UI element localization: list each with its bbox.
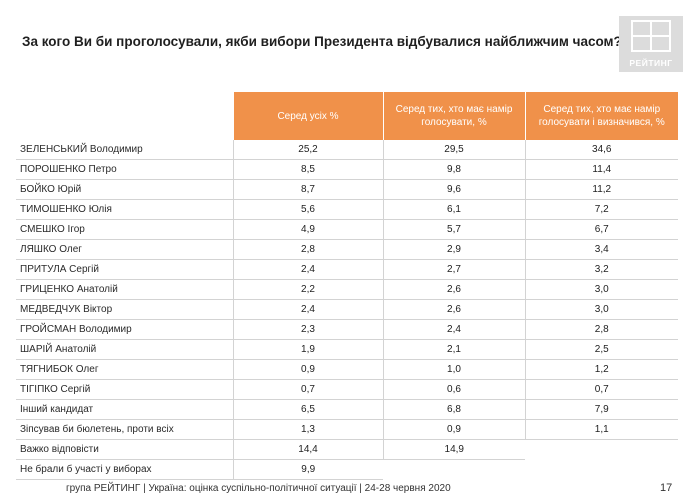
candidate-name-cell: Інший кандидат bbox=[16, 399, 233, 420]
value-voters-cell: 2,6 bbox=[382, 279, 525, 300]
results-table: Серед усіх % Серед тих, хто має намір го… bbox=[16, 92, 678, 480]
table-row: ПОРОШЕНКО Петро 8,5 9,8 11,4 bbox=[16, 159, 678, 180]
candidate-name-cell: МЕДВЕДЧУК Віктор bbox=[16, 299, 233, 320]
value-voters-cell: 5,7 bbox=[382, 219, 525, 240]
value-all-cell: 0,7 bbox=[232, 379, 383, 400]
value-all-cell: 1,3 bbox=[232, 419, 383, 440]
table-row: СМЕШКО Ігор 4,9 5,7 6,7 bbox=[16, 219, 678, 240]
value-voters-cell bbox=[383, 460, 525, 480]
value-decided-cell: 2,5 bbox=[524, 339, 678, 360]
header-decided: Серед тих, хто має намір голосувати і ви… bbox=[524, 92, 678, 140]
value-decided-cell bbox=[525, 460, 678, 480]
table-row: ГРИЦЕНКО Анатолій 2,2 2,6 3,0 bbox=[16, 279, 678, 300]
value-decided-cell: 7,9 bbox=[524, 399, 678, 420]
value-voters-cell: 2,9 bbox=[382, 239, 525, 260]
table-row: МЕДВЕДЧУК Віктор 2,4 2,6 3,0 bbox=[16, 299, 678, 320]
candidate-name-cell: ПРИТУЛА Сергій bbox=[16, 259, 233, 280]
value-decided-cell: 3,0 bbox=[524, 279, 678, 300]
value-voters-cell: 2,4 bbox=[382, 319, 525, 340]
candidate-name-cell: ЛЯШКО Олег bbox=[16, 239, 233, 260]
value-voters-cell: 2,1 bbox=[382, 339, 525, 360]
value-all-cell: 9,9 bbox=[232, 459, 383, 480]
candidate-name-cell: Зіпсував би бюлетень, проти всіх bbox=[16, 419, 233, 440]
candidate-name-cell: Важко відповісти bbox=[16, 439, 233, 460]
value-all-cell: 14,4 bbox=[232, 439, 383, 460]
value-all-cell: 1,9 bbox=[232, 339, 383, 360]
rating-logo: РЕЙТИНГ bbox=[619, 16, 683, 72]
value-all-cell: 2,4 bbox=[232, 259, 383, 280]
logo-text: РЕЙТИНГ bbox=[629, 58, 673, 68]
value-decided-cell: 34,6 bbox=[524, 140, 678, 160]
value-voters-cell: 0,9 bbox=[382, 419, 525, 440]
value-all-cell: 2,3 bbox=[232, 319, 383, 340]
value-decided-cell: 6,7 bbox=[524, 219, 678, 240]
value-all-cell: 4,9 bbox=[232, 219, 383, 240]
value-decided-cell: 3,2 bbox=[524, 259, 678, 280]
candidate-name-cell: ТИМОШЕНКО Юлія bbox=[16, 199, 233, 220]
candidate-name-cell: ЗЕЛЕНСЬКИЙ Володимир bbox=[16, 140, 233, 160]
table-row: ТИМОШЕНКО Юлія 5,6 6,1 7,2 bbox=[16, 199, 678, 220]
table-row: ШАРІЙ Анатолій 1,9 2,1 2,5 bbox=[16, 339, 678, 360]
page-number: 17 bbox=[660, 482, 673, 494]
header-all: Серед усіх % bbox=[232, 92, 383, 140]
table-row: ЛЯШКО Олег 2,8 2,9 3,4 bbox=[16, 239, 678, 260]
value-decided-cell: 11,2 bbox=[524, 179, 678, 200]
candidate-name-cell: Не брали б участі у виборах bbox=[16, 459, 233, 480]
value-all-cell: 25,2 bbox=[232, 140, 383, 160]
value-all-cell: 8,7 bbox=[232, 179, 383, 200]
candidate-name-cell: СМЕШКО Ігор bbox=[16, 219, 233, 240]
value-decided-cell: 3,0 bbox=[524, 299, 678, 320]
header-voters: Серед тих, хто має намір голосувати, % bbox=[382, 92, 525, 140]
value-voters-cell: 14,9 bbox=[382, 439, 525, 460]
table-row: ТІГІПКО Сергій 0,7 0,6 0,7 bbox=[16, 379, 678, 400]
table-row: ТЯГНИБОК Олег 0,9 1,0 1,2 bbox=[16, 359, 678, 380]
value-voters-cell: 0,6 bbox=[382, 379, 525, 400]
value-all-cell: 6,5 bbox=[232, 399, 383, 420]
value-voters-cell: 6,8 bbox=[382, 399, 525, 420]
value-all-cell: 8,5 bbox=[232, 159, 383, 180]
candidate-name-cell: ШАРІЙ Анатолій bbox=[16, 339, 233, 360]
table-row: Важко відповісти 14,4 14,9 bbox=[16, 439, 678, 460]
value-all-cell: 0,9 bbox=[232, 359, 383, 380]
value-voters-cell: 9,8 bbox=[382, 159, 525, 180]
table-row: БОЙКО Юрій 8,7 9,6 11,2 bbox=[16, 179, 678, 200]
value-decided-cell: 7,2 bbox=[524, 199, 678, 220]
value-voters-cell: 1,0 bbox=[382, 359, 525, 380]
value-voters-cell: 2,6 bbox=[382, 299, 525, 320]
value-decided-cell: 3,4 bbox=[524, 239, 678, 260]
value-decided-cell: 1,1 bbox=[524, 419, 678, 440]
logo-grid-icon bbox=[631, 20, 671, 52]
candidate-name-cell: ТІГІПКО Сергій bbox=[16, 379, 233, 400]
table-row: ГРОЙСМАН Володимир 2,3 2,4 2,8 bbox=[16, 319, 678, 340]
value-voters-cell: 6,1 bbox=[382, 199, 525, 220]
table-row: Не брали б участі у виборах 9,9 bbox=[16, 459, 678, 480]
value-voters-cell: 29,5 bbox=[382, 140, 525, 160]
table-row: ПРИТУЛА Сергій 2,4 2,7 3,2 bbox=[16, 259, 678, 280]
candidate-name-cell: БОЙКО Юрій bbox=[16, 179, 233, 200]
page-title: За кого Ви би проголосували, якби вибори… bbox=[22, 34, 622, 49]
value-decided-cell: 1,2 bbox=[524, 359, 678, 380]
table-row: ЗЕЛЕНСЬКИЙ Володимир 25,2 29,5 34,6 bbox=[16, 140, 678, 160]
footer-source: група РЕЙТИНГ | Україна: оцінка суспільн… bbox=[66, 483, 451, 494]
table-header-row: Серед усіх % Серед тих, хто має намір го… bbox=[16, 92, 678, 140]
candidate-name-cell: ГРИЦЕНКО Анатолій bbox=[16, 279, 233, 300]
candidate-name-cell: ГРОЙСМАН Володимир bbox=[16, 319, 233, 340]
value-all-cell: 5,6 bbox=[232, 199, 383, 220]
header-blank-cell bbox=[16, 92, 233, 140]
table-body: ЗЕЛЕНСЬКИЙ Володимир 25,2 29,5 34,6 ПОРОШЕНК… bbox=[16, 140, 678, 480]
value-decided-cell: 11,4 bbox=[524, 159, 678, 180]
candidate-name-cell: ТЯГНИБОК Олег bbox=[16, 359, 233, 380]
value-voters-cell: 2,7 bbox=[382, 259, 525, 280]
value-decided-cell: 2,8 bbox=[524, 319, 678, 340]
value-all-cell: 2,2 bbox=[232, 279, 383, 300]
value-all-cell: 2,4 bbox=[232, 299, 383, 320]
value-voters-cell: 9,6 bbox=[382, 179, 525, 200]
table-row: Інший кандидат 6,5 6,8 7,9 bbox=[16, 399, 678, 420]
candidate-name-cell: ПОРОШЕНКО Петро bbox=[16, 159, 233, 180]
value-all-cell: 2,8 bbox=[232, 239, 383, 260]
table-row: Зіпсував би бюлетень, проти всіх 1,3 0,9 1,… bbox=[16, 419, 678, 440]
value-decided-cell: 0,7 bbox=[524, 379, 678, 400]
value-decided-cell bbox=[525, 440, 678, 460]
